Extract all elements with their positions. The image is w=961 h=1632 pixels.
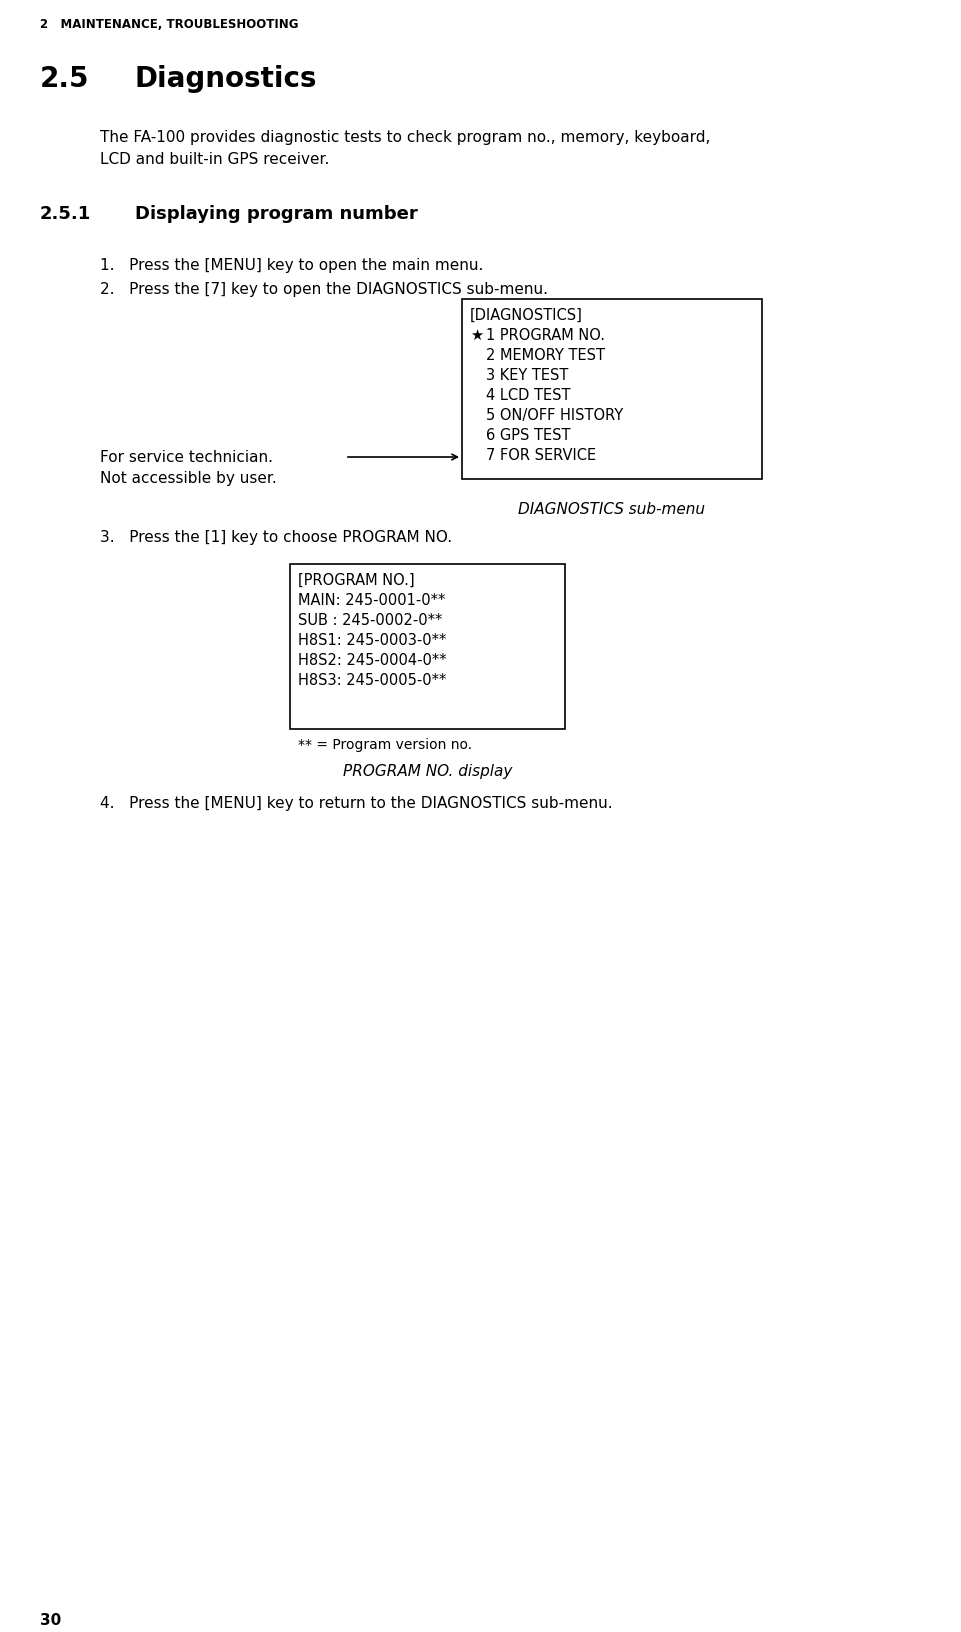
Text: 30: 30 [40,1612,62,1627]
Text: 2.   Press the [7] key to open the DIAGNOSTICS sub-menu.: 2. Press the [7] key to open the DIAGNOS… [100,282,548,297]
Bar [289,565,564,730]
Text: 1.   Press the [MENU] key to open the main menu.: 1. Press the [MENU] key to open the main… [100,258,482,273]
Text: 3.   Press the [1] key to choose PROGRAM NO.: 3. Press the [1] key to choose PROGRAM N… [100,530,452,545]
Text: 1 PROGRAM NO.: 1 PROGRAM NO. [485,328,604,343]
Text: [DIAGNOSTICS]: [DIAGNOSTICS] [470,308,582,323]
Bar [461,300,761,480]
Text: PROGRAM NO. display: PROGRAM NO. display [342,764,511,778]
Text: 5 ON/OFF HISTORY: 5 ON/OFF HISTORY [485,408,623,423]
Text: 2.5: 2.5 [40,65,89,93]
Text: Displaying program number: Displaying program number [135,206,417,224]
Text: H8S3: 245-0005-0**: H8S3: 245-0005-0** [298,672,446,687]
Text: SUB : 245-0002-0**: SUB : 245-0002-0** [298,612,442,628]
Text: DIAGNOSTICS sub-menu: DIAGNOSTICS sub-menu [518,501,704,517]
Text: For service technician.: For service technician. [100,450,273,465]
Text: 4.   Press the [MENU] key to return to the DIAGNOSTICS sub-menu.: 4. Press the [MENU] key to return to the… [100,795,612,811]
Text: H8S2: 245-0004-0**: H8S2: 245-0004-0** [298,653,446,667]
Text: 4 LCD TEST: 4 LCD TEST [485,388,570,403]
Text: ** = Program version no.: ** = Program version no. [298,738,472,752]
Text: H8S1: 245-0003-0**: H8S1: 245-0003-0** [298,633,446,648]
Text: 2.5.1: 2.5.1 [40,206,91,224]
Text: 3 KEY TEST: 3 KEY TEST [485,367,568,384]
Text: ★: ★ [470,328,482,343]
Text: 7 FOR SERVICE: 7 FOR SERVICE [485,447,596,463]
Text: Not accessible by user.: Not accessible by user. [100,470,277,486]
Text: The FA-100 provides diagnostic tests to check program no., memory, keyboard,: The FA-100 provides diagnostic tests to … [100,131,709,145]
Text: [PROGRAM NO.]: [PROGRAM NO.] [298,573,414,588]
Text: LCD and built-in GPS receiver.: LCD and built-in GPS receiver. [100,152,329,166]
Text: 2   MAINTENANCE, TROUBLESHOOTING: 2 MAINTENANCE, TROUBLESHOOTING [40,18,298,31]
Text: 2 MEMORY TEST: 2 MEMORY TEST [485,348,604,362]
Text: 6 GPS TEST: 6 GPS TEST [485,428,570,442]
Text: Diagnostics: Diagnostics [135,65,317,93]
Text: MAIN: 245-0001-0**: MAIN: 245-0001-0** [298,592,445,607]
